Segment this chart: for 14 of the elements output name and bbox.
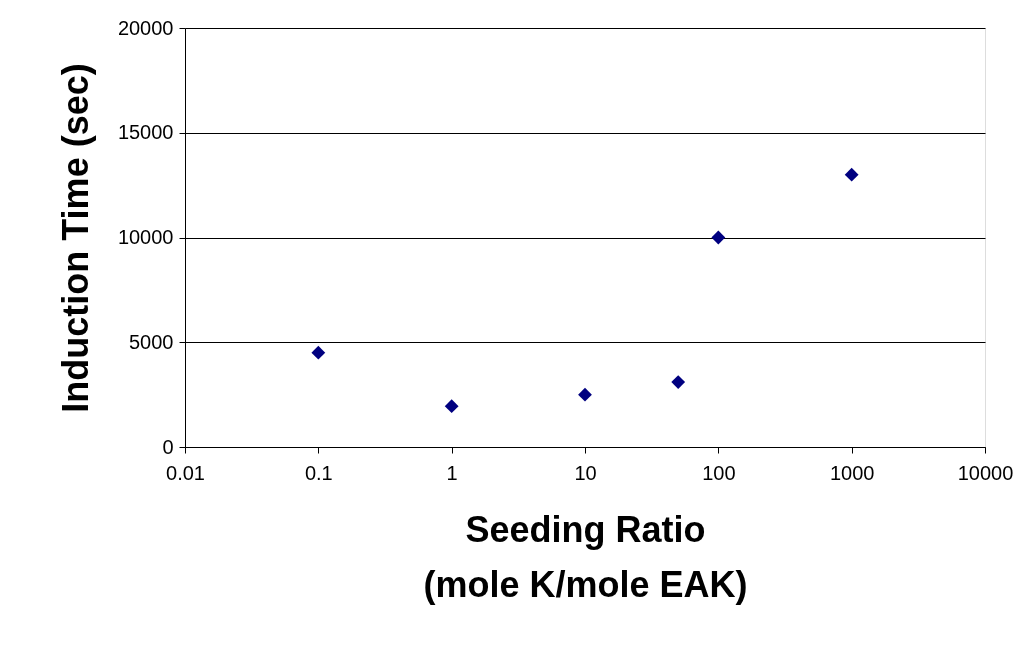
- x-axis-title: Seeding Ratio (mole K/mole EAK): [423, 508, 748, 605]
- y-tick-label: 20000: [117, 16, 174, 39]
- x-tick-label: 0.1: [304, 461, 333, 484]
- y-axis-title: Induction Time (sec): [54, 63, 96, 413]
- x-tick-label: 0.01: [166, 461, 205, 484]
- x-tick-label: 10: [574, 461, 597, 484]
- y-tick-label: 15000: [117, 121, 174, 144]
- x-tick-label: 100: [702, 461, 736, 484]
- x-tick-label: 1: [446, 461, 458, 484]
- x-tick-label: 1000: [829, 461, 875, 484]
- y-tick-label: 5000: [129, 330, 174, 353]
- y-tick-label: 0: [162, 435, 174, 458]
- x-tick-label: 10000: [957, 461, 1014, 484]
- y-tick-label: 10000: [117, 226, 174, 248]
